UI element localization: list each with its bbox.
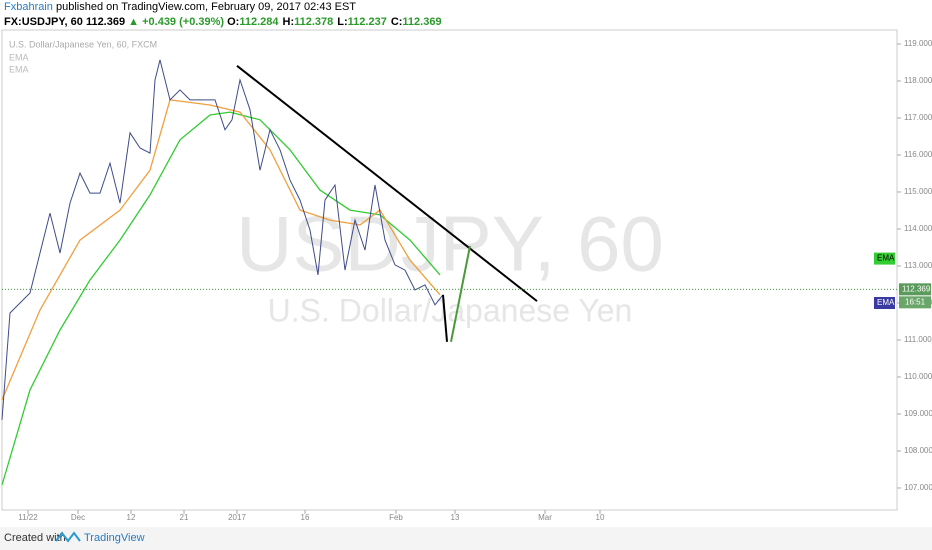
ohlc-value: 112.378 [294, 16, 334, 28]
ohlc-key: C: [390, 16, 403, 28]
y-tick-label: 111.000 [904, 335, 932, 344]
x-tick-label: 13 [451, 513, 460, 522]
x-tick-label: Mar [538, 513, 552, 522]
ohlc: O:112.284 H:112.378 L:112.237 C:112.369 [227, 16, 441, 28]
price-line [1, 59, 444, 420]
y-tick-label: 107.000 [904, 483, 932, 492]
y-tick-label: 109.000 [904, 409, 932, 418]
legend-entry: EMA [9, 64, 29, 74]
x-tick-label: Dec [71, 513, 85, 522]
y-tick-label: 119.000 [904, 39, 932, 48]
ema-tag [874, 296, 895, 309]
drawn-line [450, 245, 471, 342]
y-tick-label: 110.000 [904, 372, 932, 381]
countdown-box [899, 296, 931, 309]
chart-title: U.S. Dollar/Japanese Yen, 60, FXCM [9, 39, 157, 49]
x-tick-label: 11/22 [18, 513, 38, 522]
ohlc-value: 112.284 [239, 16, 279, 28]
drawn-line [236, 65, 538, 302]
x-tick-label: Feb [389, 513, 403, 522]
footer-bg [0, 527, 932, 550]
ema-tag [874, 252, 895, 265]
symbol-line: FX:USDJPY, 60 112.369 ▲ +0.439 (+0.39%) … [4, 16, 442, 28]
x-tick-label: 21 [180, 513, 189, 522]
y-tick-label: 108.000 [904, 446, 932, 455]
symbol: FX:USDJPY, 60 [4, 16, 83, 28]
y-tick-label: 116.000 [904, 150, 932, 159]
x-tick-label: 12 [127, 513, 136, 522]
plot-area [1, 29, 898, 511]
footer-brand[interactable]: TradingView [84, 532, 145, 544]
ohlc-value: 112.237 [347, 16, 387, 28]
footer-created: Created with [4, 532, 66, 544]
ema-tag-label: EMA [877, 298, 895, 307]
watermark: U.S. Dollar/Japanese Yen [268, 292, 633, 328]
y-tick-label: 113.000 [904, 261, 932, 270]
countdown: 16:51 [905, 297, 926, 306]
change: ▲ +0.439 (+0.39%) [128, 16, 225, 28]
y-tick-label: 115.000 [904, 187, 932, 196]
ohlc-key: O: [227, 16, 240, 28]
last-price-label: 112.369 [902, 284, 931, 293]
ohlc-key: L: [337, 16, 348, 28]
x-tick-label: 2017 [228, 513, 246, 522]
ema-line [1, 99, 441, 401]
ohlc-value: 112.369 [402, 16, 442, 28]
legend-entry: EMA [9, 52, 29, 62]
header-line: Fxbahrain published on TradingView.com, … [4, 1, 356, 13]
last: 112.369 [85, 16, 126, 28]
author[interactable]: Fxbahrain [4, 1, 53, 13]
watermark: USDJPY, 60 [236, 200, 664, 288]
y-tick-label: 114.000 [904, 224, 932, 233]
logo [55, 531, 81, 543]
y-tick-label: 117.000 [904, 113, 932, 122]
ohlc-key: H: [282, 16, 295, 28]
last-price-box [899, 283, 931, 296]
y-tick-label: 118.000 [904, 76, 932, 85]
ema-tag-label: EMA [877, 254, 895, 263]
published: published on TradingView.com, February 0… [55, 1, 357, 13]
x-tick-label: 10 [596, 513, 605, 522]
x-tick-label: 16 [301, 513, 310, 522]
drawn-line [442, 294, 448, 342]
